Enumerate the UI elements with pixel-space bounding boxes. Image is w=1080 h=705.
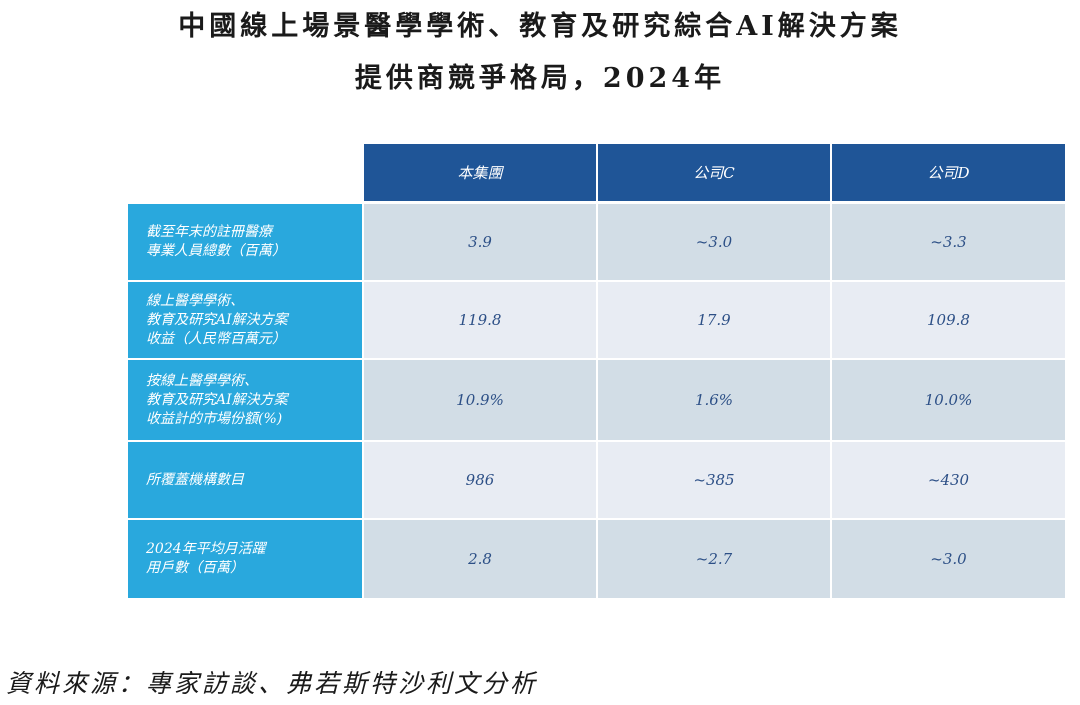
column-header-company-d: 公司D [830,144,1065,204]
table-cell: 1.6% [596,360,830,442]
table-cell: 119.8 [362,282,596,360]
row-header-market-share: 按線上醫學學術、 教育及研究AI解決方案 收益計的市場份額(%) [128,360,362,442]
page-subtitle: 提供商競爭格局，2024年 [354,63,726,94]
table-cell: ~2.7 [596,520,830,600]
table-cell: 2.8 [362,520,596,600]
table-cell: 10.9% [362,360,596,442]
column-header-company-c: 公司C [596,144,830,204]
table-cell: 109.8 [830,282,1065,360]
comparison-table: 本集團 公司C 公司D 截至年末的註冊醫療 專業人員總數（百萬） 3.9 ~3.… [128,144,1065,600]
column-header-group: 本集團 [362,144,596,204]
table-cell: ~3.3 [830,204,1065,282]
table-cell: 986 [362,442,596,520]
table-cell: 10.0% [830,360,1065,442]
table-cell: 17.9 [596,282,830,360]
table-cell: ~3.0 [830,520,1065,600]
row-header-monthly-active-users: 2024年平均月活躍 用戶數（百萬） [128,520,362,600]
row-header-revenue: 線上醫學學術、 教育及研究AI解決方案 收益（人民幣百萬元） [128,282,362,360]
page-title: 中國線上場景醫學學術、教育及研究綜合AI解決方案 [178,11,902,42]
table-cell: ~430 [830,442,1065,520]
row-header-institutions-covered: 所覆蓋機構數目 [128,442,362,520]
table-cell: ~3.0 [596,204,830,282]
source-note: 資料來源：專家訪談、弗若斯特沙利文分析 [6,669,539,698]
table-cell: 3.9 [362,204,596,282]
table-cell: ~385 [596,442,830,520]
row-header-registered-professionals: 截至年末的註冊醫療 專業人員總數（百萬） [128,204,362,282]
table-corner [128,144,362,204]
